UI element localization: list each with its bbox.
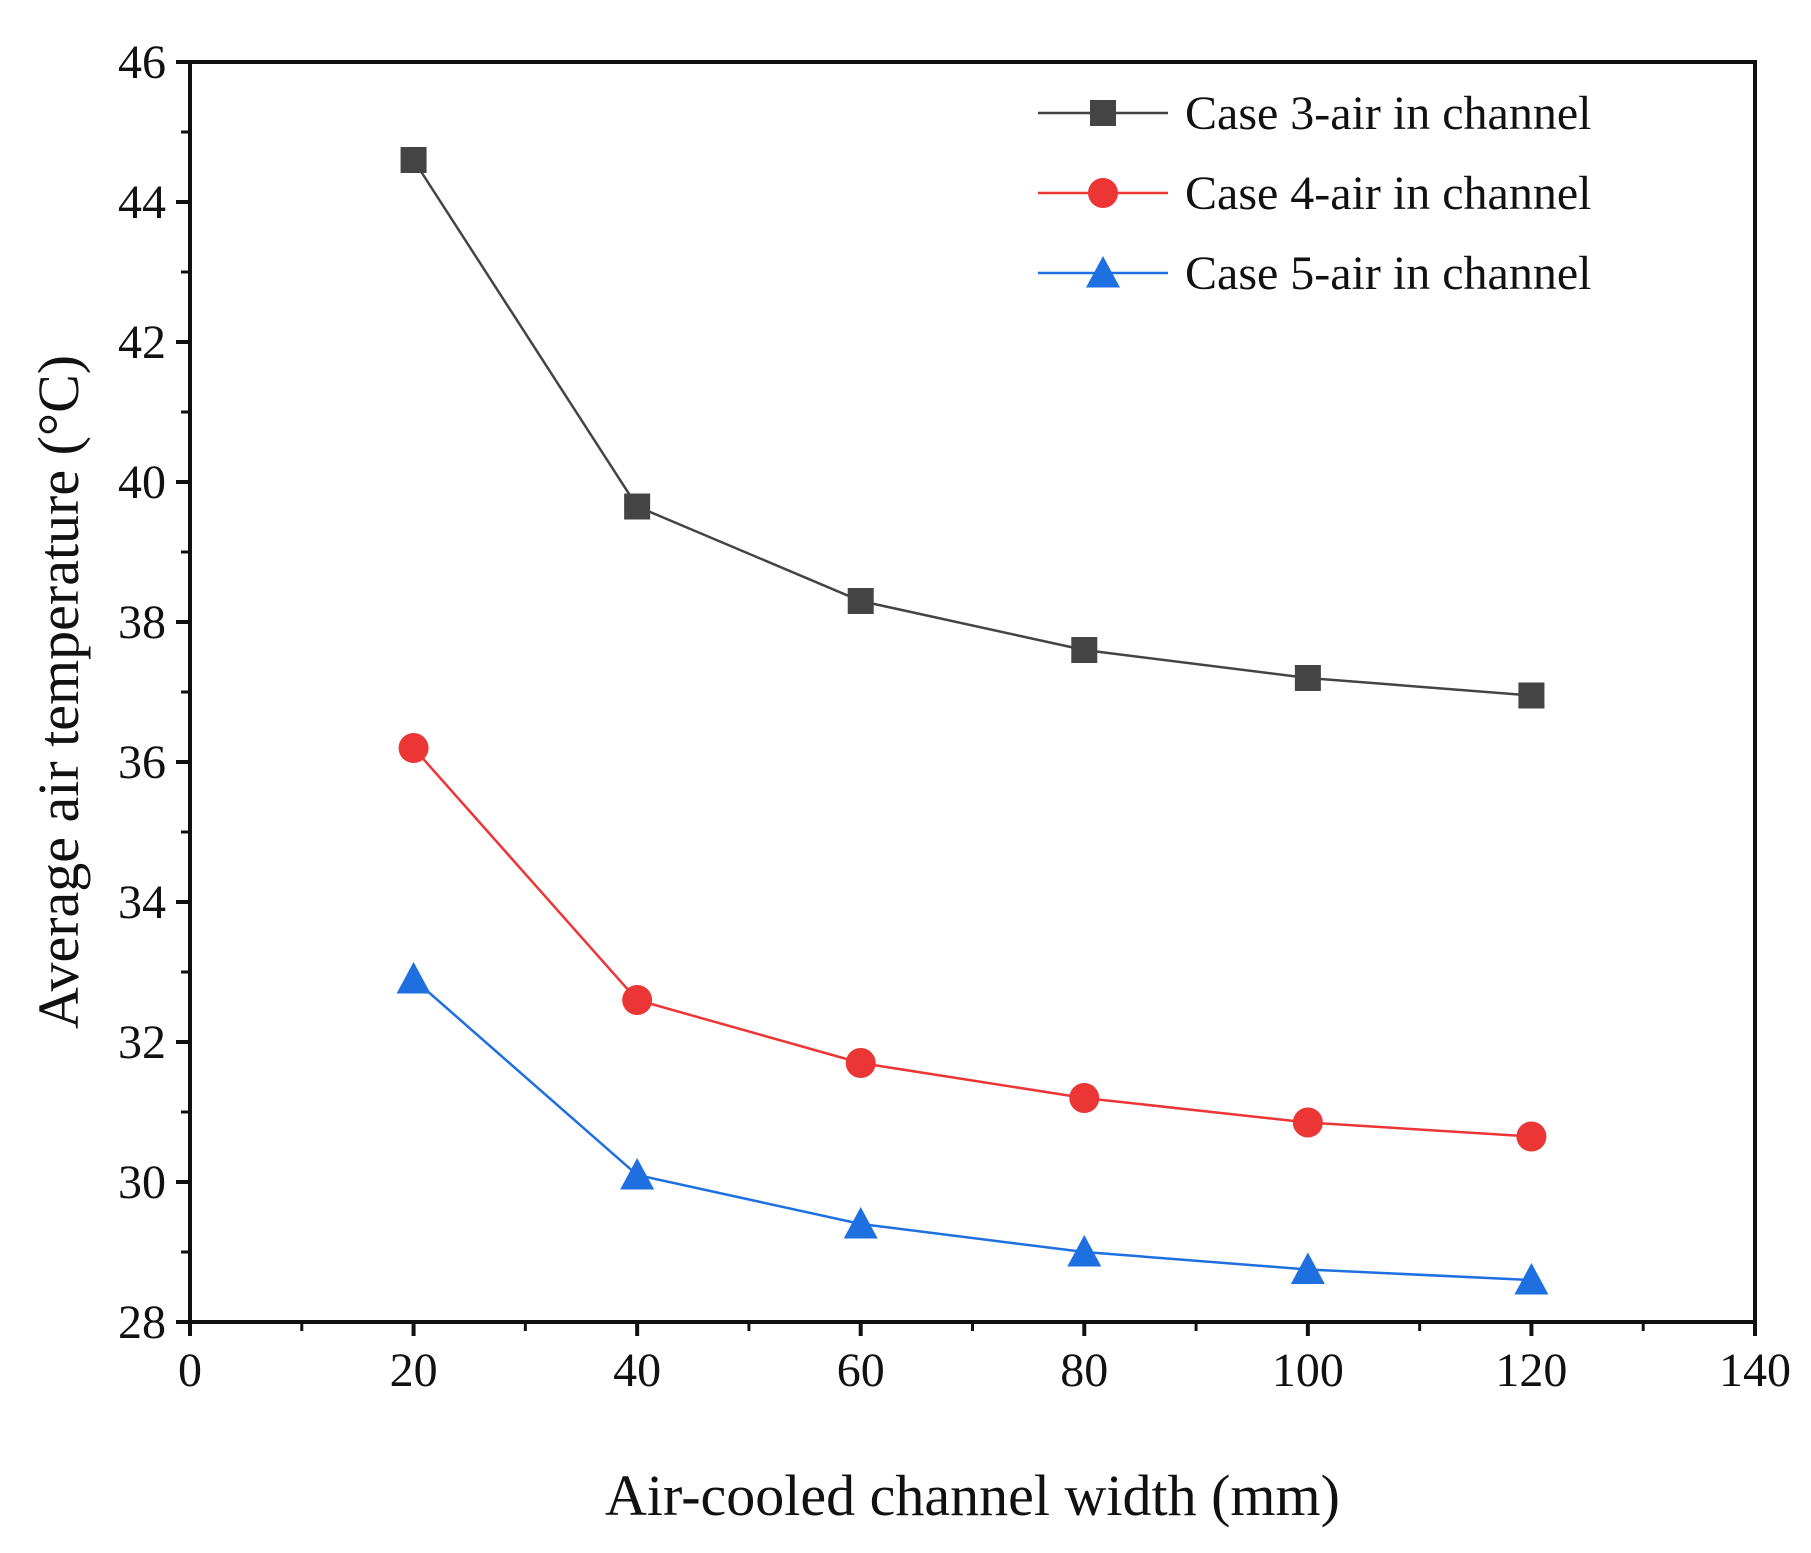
data-point-circle — [1069, 1083, 1100, 1113]
y-tick-label: 46 — [118, 36, 166, 89]
series-line — [412, 747, 1532, 1138]
legend-item: Case 3-air in channel — [1038, 87, 1592, 140]
y-tick-label: 38 — [118, 596, 166, 649]
data-point-square — [1071, 637, 1098, 663]
series-line — [412, 978, 1532, 1282]
y-tick-label: 40 — [118, 456, 166, 509]
data-point-triangle — [1290, 1252, 1325, 1284]
data-point-triangle — [843, 1207, 878, 1239]
data-point-square — [847, 588, 874, 614]
y-tick-label: 42 — [118, 316, 166, 369]
legend-marker-triangle — [1086, 256, 1120, 288]
legend-item: Case 4-air in channel — [1038, 167, 1592, 220]
data-point-circle — [1292, 1107, 1323, 1138]
x-axis-title: Air-cooled channel width (mm) — [605, 1463, 1340, 1528]
series-line — [412, 159, 1532, 697]
series-3 — [396, 962, 1549, 1295]
data-point-square — [624, 493, 651, 520]
data-point-circle — [622, 985, 653, 1015]
y-tick-label: 32 — [118, 1016, 166, 1069]
data-point-triangle — [1514, 1263, 1549, 1295]
data-point-square — [1294, 665, 1321, 691]
x-tick-label: 140 — [1719, 1344, 1791, 1397]
legend-label: Case 5-air in channel — [1185, 247, 1592, 300]
data-point-circle — [845, 1048, 876, 1078]
series-1 — [400, 147, 1545, 709]
y-tick-label: 34 — [118, 876, 166, 929]
x-tick-label: 20 — [390, 1344, 438, 1397]
data-point-circle — [1516, 1121, 1547, 1152]
legend-label: Case 3-air in channel — [1185, 87, 1592, 140]
y-tick-label: 28 — [118, 1296, 166, 1349]
x-tick-label: 80 — [1060, 1344, 1108, 1397]
data-point-circle — [398, 733, 429, 763]
data-point-triangle — [1067, 1235, 1102, 1267]
y-axis-title: Average air temperature (°C) — [26, 355, 91, 1029]
legend-label: Case 4-air in channel — [1185, 167, 1592, 220]
legend-item: Case 5-air in channel — [1038, 247, 1592, 300]
data-point-square — [1518, 682, 1545, 709]
data-point-triangle — [620, 1158, 655, 1190]
series-layer — [396, 147, 1549, 1295]
data-point-square — [400, 147, 427, 173]
x-axis-ticks: 0 20 40 60 80 100 120 140 — [178, 1322, 1791, 1397]
y-axis-ticks: 28 30 32 34 36 38 40 42 44 46 — [118, 36, 190, 1349]
legend: Case 3-air in channel Case 4-air in chann… — [1038, 87, 1592, 300]
x-tick-label: 0 — [178, 1344, 202, 1397]
y-tick-label: 44 — [118, 176, 166, 229]
legend-marker-circle — [1088, 178, 1118, 208]
y-tick-label: 30 — [118, 1156, 166, 1209]
plot-frame — [188, 60, 1757, 1324]
legend-marker-square — [1090, 100, 1116, 126]
x-tick-label: 120 — [1495, 1344, 1567, 1397]
x-tick-label: 100 — [1272, 1344, 1344, 1397]
data-point-triangle — [396, 962, 431, 994]
y-tick-label: 36 — [118, 736, 166, 789]
x-tick-label: 40 — [613, 1344, 661, 1397]
x-tick-label: 60 — [837, 1344, 885, 1397]
series-2 — [398, 733, 1547, 1152]
